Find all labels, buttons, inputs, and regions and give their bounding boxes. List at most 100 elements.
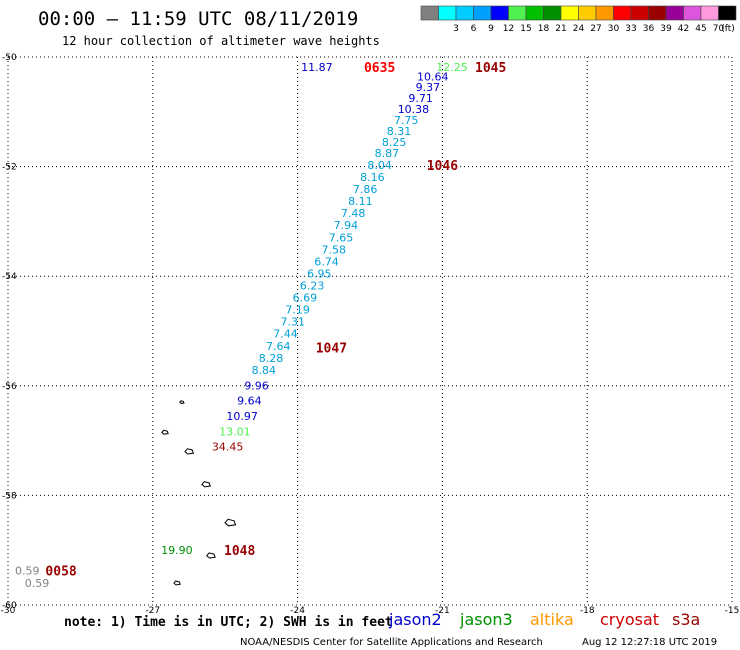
lat-tick-label: -50 xyxy=(2,53,17,63)
island-outline xyxy=(224,518,237,527)
legend-swatch xyxy=(578,5,597,21)
legend-swatch xyxy=(420,5,439,21)
wave-height-value: 0.59 xyxy=(15,564,40,577)
legend-swatch xyxy=(595,5,614,21)
wave-height-labels: 11.87 12.2510.649.379.7110.387.758.318.25… xyxy=(15,61,468,590)
wave-height-value: 6.69 xyxy=(293,292,318,305)
wave-height-value: 7.19 xyxy=(285,304,310,317)
pass-time-label: 1045 xyxy=(475,61,506,76)
legend-label: 21 xyxy=(555,24,566,34)
lon-tick-label: -24 xyxy=(290,606,305,616)
wave-height-value: 6.74 xyxy=(314,255,339,268)
lat-tick-label: -56 xyxy=(2,382,17,392)
pass-time-label: 0635 xyxy=(364,61,395,76)
wave-height-value: 34.45 xyxy=(212,441,244,454)
satellite-name: cryosat xyxy=(600,610,659,629)
legend-unit: (ft) xyxy=(721,24,735,34)
satellite-name: jason2 xyxy=(388,610,442,629)
island-outline xyxy=(179,400,185,404)
wave-height-value: 9.71 xyxy=(408,92,433,105)
wave-height-value: 0.59 xyxy=(25,577,50,590)
island-outline xyxy=(206,552,216,559)
wave-height-value: 8.16 xyxy=(360,171,385,184)
legend-label: 3 xyxy=(453,24,459,34)
legend-label: 42 xyxy=(678,24,689,34)
wave-height-value: 9.64 xyxy=(237,395,262,408)
wave-height-value: 10.38 xyxy=(398,103,430,116)
legend-label: 12 xyxy=(503,24,514,34)
wave-height-value: 8.11 xyxy=(348,195,373,208)
island-outline xyxy=(184,448,195,455)
legend-swatch xyxy=(648,5,667,21)
lat-tick-label: -52 xyxy=(2,163,17,173)
legend-label: 45 xyxy=(695,24,706,34)
legend-swatch xyxy=(560,5,579,21)
island-outline xyxy=(201,481,211,488)
lon-tick-label: -18 xyxy=(580,606,595,616)
wave-height-value: 11.87 xyxy=(301,61,333,74)
map-grid xyxy=(7,56,733,606)
footer-credit: NOAA/NESDIS Center for Satellite Applica… xyxy=(240,637,543,648)
legend-swatch xyxy=(683,5,702,21)
island-outlines xyxy=(161,400,237,586)
satellite-name: jason3 xyxy=(459,610,513,629)
legend-swatch xyxy=(473,5,492,21)
legend-swatch xyxy=(455,5,474,21)
legend-label: 24 xyxy=(573,24,585,34)
legend-label: 18 xyxy=(538,24,550,34)
lon-tick-label: -30 xyxy=(1,606,16,616)
legend-label: 36 xyxy=(643,24,655,34)
wave-height-value: 7.44 xyxy=(273,328,298,341)
axis-tick-labels: -30 -27 -24 -21 -18 -15 -50 -52 -54 -56 -58 -60 xyxy=(1,53,740,616)
wave-height-value: 7.48 xyxy=(341,207,366,220)
pass-time-label: 1048 xyxy=(224,544,255,559)
legend-label: 15 xyxy=(520,24,531,34)
legend-label: 27 xyxy=(590,24,601,34)
island-outline xyxy=(161,429,169,435)
wave-height-value: 12.25 xyxy=(436,61,468,74)
wave-height-value: 8.31 xyxy=(387,125,412,138)
wave-height-value: 7.58 xyxy=(322,243,347,256)
satellite-name: s3a xyxy=(672,610,700,629)
legend-label: 30 xyxy=(608,24,620,34)
legend-swatch xyxy=(490,5,509,21)
legend-swatch xyxy=(508,5,527,21)
wave-height-value: 9.37 xyxy=(416,81,441,94)
wave-height-value: 7.65 xyxy=(329,231,354,244)
legend-label: 33 xyxy=(625,24,636,34)
lat-tick-label: -54 xyxy=(2,272,17,282)
map-title: 00:00 – 11:59 UTC 08/11/2019 xyxy=(38,8,358,30)
legend-swatch xyxy=(665,5,684,21)
wave-height-value: 7.86 xyxy=(353,183,378,196)
wave-height-value: 10.64 xyxy=(417,71,449,84)
lon-tick-label: -21 xyxy=(435,606,450,616)
color-legend: 3 6 9 12 15 18 21 24 27 30 33 36 39 42 45 70(ft) xyxy=(420,5,737,34)
footer-timestamp: Aug 12 12:27:18 UTC 2019 xyxy=(582,637,717,648)
wave-height-value: 7.64 xyxy=(266,340,291,353)
legend-label: 6 xyxy=(471,24,477,34)
wave-height-value: 10.97 xyxy=(226,410,258,423)
legend-swatch xyxy=(438,5,457,21)
satellite-name: altika xyxy=(530,610,574,629)
wave-height-value: 8.87 xyxy=(375,147,400,160)
lat-tick-label: -58 xyxy=(2,491,17,501)
legend-swatch xyxy=(525,5,544,21)
lon-tick-label: -15 xyxy=(725,606,740,616)
wave-height-value: 8.84 xyxy=(252,364,277,377)
wave-height-value: 13.01 xyxy=(219,425,251,438)
legend-swatch xyxy=(700,5,719,21)
legend-swatch xyxy=(543,5,562,21)
legend-swatch xyxy=(613,5,632,21)
legend-label: 70 xyxy=(713,24,725,34)
legend-label: 9 xyxy=(488,24,494,34)
legend-swatch xyxy=(718,5,737,21)
lon-tick-label: -27 xyxy=(145,606,160,616)
wave-height-value: 8.04 xyxy=(367,159,392,172)
pass-time-label: 1047 xyxy=(316,341,347,356)
island-outline xyxy=(173,580,181,586)
pass-time-label: 1046 xyxy=(427,159,458,174)
wave-height-value: 8.25 xyxy=(382,136,407,149)
wave-height-value: 6.23 xyxy=(300,280,325,293)
wave-height-value: 7.75 xyxy=(394,114,419,127)
footer-note: note: 1) Time is in UTC; 2) SWH is in fe… xyxy=(64,615,393,630)
